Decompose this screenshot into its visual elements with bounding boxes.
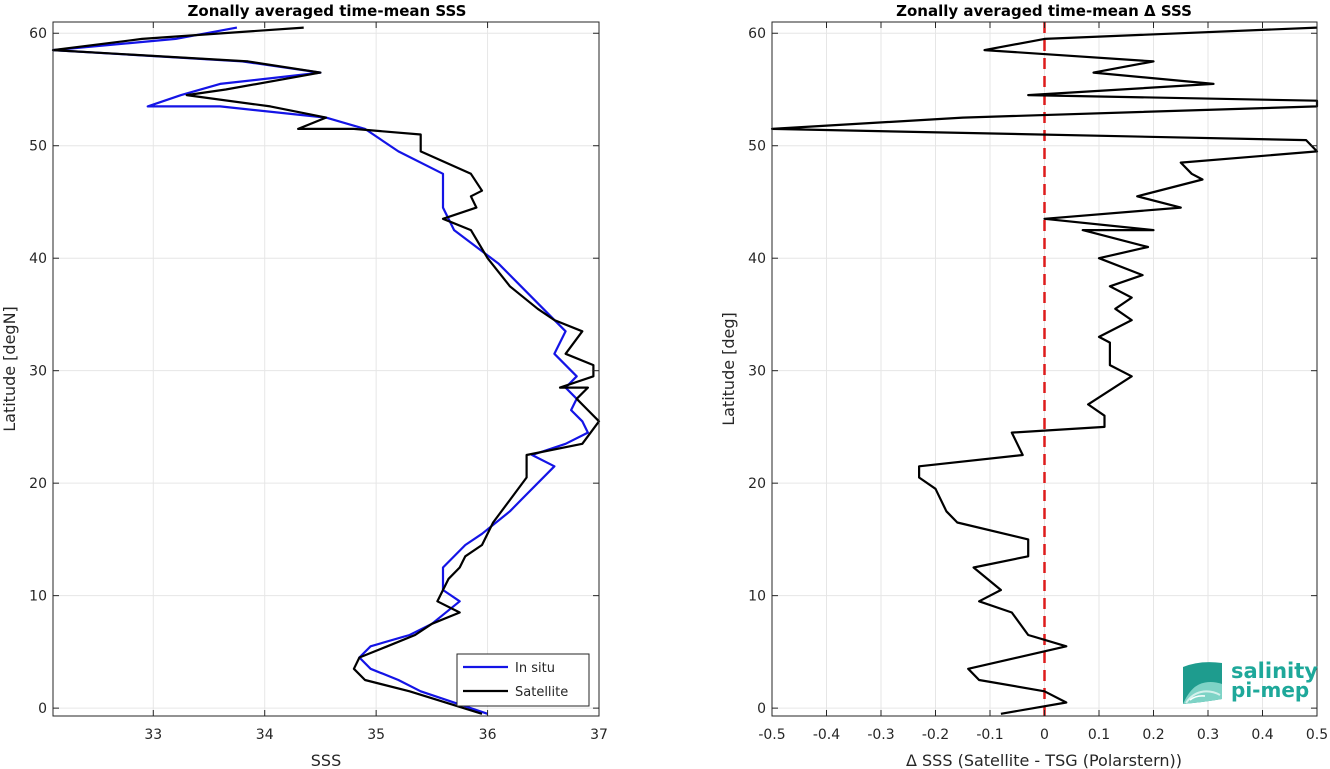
sss-latitude-chart: Zonally averaged time-mean SSS 33 34 35 36 3… bbox=[0, 2, 608, 769]
x-tick-label: 0.2 bbox=[1142, 727, 1164, 743]
y-tick-label: 10 bbox=[748, 589, 766, 605]
axes-box bbox=[52, 21, 600, 717]
y-tick-label: 50 bbox=[29, 139, 47, 155]
y-tick-label: 10 bbox=[29, 589, 47, 605]
y-tick-label: 0 bbox=[38, 701, 47, 717]
y-axis-ticks: 0 10 20 30 40 50 60 bbox=[748, 26, 1317, 717]
y-tick-label: 50 bbox=[748, 139, 766, 155]
x-tick-label: 0.5 bbox=[1306, 727, 1328, 743]
x-tick-label: 0.1 bbox=[1088, 727, 1110, 743]
y-tick-label: 20 bbox=[748, 476, 766, 492]
x-tick-label: 34 bbox=[256, 727, 274, 743]
x-tick-label: 0 bbox=[1040, 727, 1049, 743]
chart-title: Zonally averaged time-mean SSS bbox=[188, 2, 467, 20]
y-tick-label: 60 bbox=[29, 26, 47, 42]
series-group bbox=[770, 26, 1319, 715]
legend-label-in-situ: In situ bbox=[515, 661, 555, 676]
y-tick-label: 20 bbox=[29, 476, 47, 492]
delta-sss-line bbox=[770, 26, 1319, 715]
y-tick-label: 60 bbox=[748, 26, 766, 42]
plot-area bbox=[53, 22, 599, 716]
logo-text-pi-mep: pi-mep bbox=[1231, 678, 1309, 702]
x-tick-label: 33 bbox=[144, 727, 162, 743]
y-tick-label: 0 bbox=[757, 701, 766, 717]
x-tick-label: -0.2 bbox=[922, 727, 949, 743]
y-axis-label: Latitude [deg] bbox=[719, 312, 738, 426]
legend-label-satellite: Satellite bbox=[515, 685, 568, 700]
logo-text-salinity: salinity bbox=[1231, 659, 1318, 683]
y-tick-label: 30 bbox=[29, 364, 47, 380]
y-tick-label: 40 bbox=[29, 251, 47, 267]
x-tick-label: 37 bbox=[590, 727, 608, 743]
legend: In situ Satellite bbox=[456, 653, 590, 707]
x-axis-label: Δ SSS (Satellite - TSG (Polarstern)) bbox=[906, 751, 1182, 769]
salinity-pi-mep-logo: salinity pi-mep bbox=[1183, 659, 1318, 704]
x-axis-ticks: -0.5 -0.4 -0.3 -0.2 -0.1 0 0.1 0.2 0.3 0.4 0.5 bbox=[758, 22, 1328, 743]
x-axis-ticks: 33 34 35 36 37 bbox=[144, 22, 608, 743]
x-tick-label: 35 bbox=[367, 727, 385, 743]
chart-title: Zonally averaged time-mean Δ SSS bbox=[896, 2, 1192, 20]
x-tick-label: -0.5 bbox=[758, 727, 785, 743]
x-axis-label: SSS bbox=[311, 751, 341, 769]
y-tick-label: 40 bbox=[748, 251, 766, 267]
x-tick-label: 0.4 bbox=[1251, 727, 1273, 743]
y-axis-label: Latitude [degN] bbox=[0, 306, 19, 432]
x-tick-label: 0.3 bbox=[1197, 727, 1219, 743]
salinity-wave-logo-icon bbox=[1183, 662, 1222, 704]
in-situ-line bbox=[51, 26, 590, 715]
y-tick-label: 30 bbox=[748, 364, 766, 380]
x-tick-label: -0.4 bbox=[813, 727, 840, 743]
x-tick-label: 36 bbox=[479, 727, 497, 743]
x-tick-label: -0.3 bbox=[867, 727, 894, 743]
legend-box bbox=[456, 653, 590, 707]
delta-sss-latitude-chart: Zonally averaged time-mean Δ SSS -0.5 -0.… bbox=[719, 2, 1328, 769]
x-tick-label: -0.1 bbox=[976, 727, 1003, 743]
y-axis-ticks: 0 10 20 30 40 50 60 bbox=[29, 26, 599, 717]
